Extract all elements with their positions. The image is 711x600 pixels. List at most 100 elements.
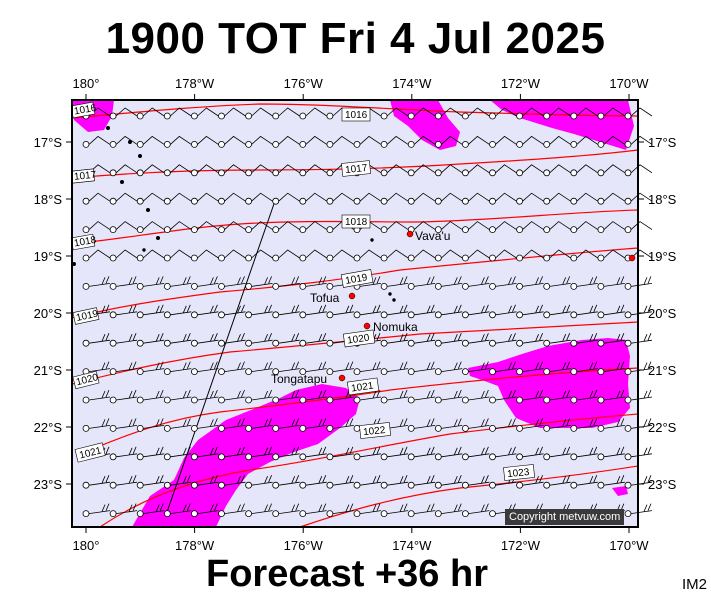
wind-barb: [299, 418, 327, 432]
wind-barb: [218, 361, 246, 376]
svg-text:1019: 1019: [75, 308, 99, 323]
wind-barb: [82, 503, 111, 517]
place-label-tofua: Tofua: [310, 291, 340, 305]
wind-barb: [245, 333, 273, 347]
isobar-label: 1018: [70, 233, 98, 251]
wind-barb: [245, 164, 273, 177]
wind-barb: [353, 475, 382, 489]
wind-barb: [461, 389, 490, 404]
wind-barb: [489, 192, 517, 205]
wind-barb: [516, 107, 544, 120]
wind-barb: [570, 475, 598, 489]
place-label-tongatapu: Tongatapu: [271, 372, 327, 386]
wind-barb: [82, 418, 111, 432]
y-tick-label-left: 22°S: [34, 420, 63, 435]
wind-barb: [109, 304, 138, 319]
wind-barb: [245, 192, 273, 205]
wind-barb: [461, 503, 490, 517]
wind-barb: [516, 361, 544, 376]
y-tick-label-left: 23°S: [34, 477, 63, 492]
isobar-label: 1020: [342, 329, 376, 348]
wind-barb: [245, 135, 273, 148]
isobar-label: 1019: [340, 269, 374, 288]
wind-barb: [434, 135, 463, 148]
x-tick-label-bottom: 178°W: [175, 538, 215, 553]
wind-barb: [326, 192, 355, 205]
wind-barb: [597, 221, 626, 234]
wind-barb: [326, 135, 355, 148]
wind-barb: [434, 333, 463, 347]
isobar-label: 1021: [346, 377, 380, 396]
wind-barb: [461, 304, 490, 319]
wind-barb: [109, 249, 138, 262]
wind-barb: [299, 135, 328, 148]
wind-barb: [407, 276, 436, 290]
place-dot-east: [628, 254, 636, 262]
isobar-label: 1021: [74, 442, 106, 463]
wind-barb: [190, 192, 219, 205]
wind-barb: [461, 333, 490, 347]
wind-barb: [597, 475, 625, 489]
wind-barb: [543, 361, 571, 376]
wind-barb: [489, 135, 517, 148]
wind-barb: [163, 192, 192, 205]
wind-barb: [407, 107, 436, 120]
wind-barb: [624, 446, 653, 461]
wind-barb: [136, 192, 165, 205]
wind-barb: [489, 389, 517, 404]
wind-barb: [190, 418, 219, 432]
wind-barb: [163, 221, 192, 234]
wind-barb: [245, 503, 273, 517]
x-tick-label-bottom: 174°W: [392, 538, 432, 553]
wind-barb: [82, 276, 111, 290]
wind-barb: [434, 304, 463, 319]
wind-barb: [434, 389, 463, 404]
wind-barb: [299, 503, 327, 517]
wind-barb: [163, 418, 192, 432]
wind-barb: [190, 389, 219, 404]
wind-barb: [326, 446, 354, 461]
copyright-notice: Copyright metvuw.com: [505, 509, 625, 525]
wind-barb: [380, 389, 409, 404]
wind-barb: [624, 221, 653, 234]
wind-barb: [218, 333, 246, 347]
wind-barb: [543, 418, 571, 432]
wind-barb: [218, 475, 246, 489]
wind-barb: [434, 107, 463, 120]
wind-barb: [109, 333, 138, 347]
wind-barb: [163, 389, 192, 404]
wind-barb: [570, 276, 598, 290]
wind-barb: [299, 475, 327, 489]
wind-barb: [353, 389, 382, 404]
wind-barb: [624, 389, 653, 404]
wind-barb: [461, 192, 490, 205]
wind-barb: [434, 361, 463, 376]
wind-barb: [461, 361, 490, 376]
wind-barb: [190, 475, 219, 489]
wind-barb: [543, 276, 571, 290]
wind-barb: [597, 107, 626, 120]
wind-barb: [543, 333, 571, 347]
wind-barb: [380, 192, 409, 205]
wind-barb: [245, 107, 273, 120]
svg-text:1018: 1018: [73, 235, 97, 250]
place-dot-vavau: [406, 230, 414, 238]
wind-barb: [218, 446, 246, 461]
wind-barb: [272, 418, 300, 432]
wind-barb: [461, 135, 490, 148]
wind-barb: [109, 503, 138, 517]
wind-barb: [543, 446, 571, 461]
wind-barb: [82, 249, 111, 262]
wind-barb: [218, 418, 246, 432]
map-title: 1900 TOT Fri 4 Jul 2025: [105, 14, 606, 63]
wind-barb: [109, 446, 138, 461]
wind-barb: [299, 192, 328, 205]
wind-barb: [272, 475, 300, 489]
wind-barb: [353, 249, 382, 262]
x-tick-label-top: 178°W: [175, 76, 215, 91]
place-dot-tofua: [348, 292, 356, 300]
wind-barb: [218, 221, 246, 234]
wind-barb: [543, 107, 571, 120]
image-code: IM2: [682, 576, 708, 593]
x-tick-label-top: 170°W: [609, 76, 649, 91]
